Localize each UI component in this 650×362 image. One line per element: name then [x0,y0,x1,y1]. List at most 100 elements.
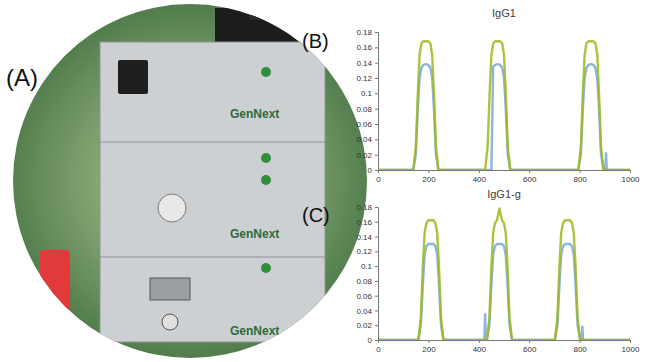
panel-label: (B) [302,30,329,52]
tick-label: 1000 [622,345,640,354]
tick-label: 600 [523,345,537,354]
tick: 400 [473,340,487,354]
tick-label: 0.12 [356,74,372,83]
tick-label: 200 [422,175,436,184]
tick-mark [375,63,378,64]
tick: 400 [473,170,487,184]
tick-label: 0.04 [356,135,372,144]
indicator-light [261,263,271,273]
tick-label: 0.18 [356,28,372,37]
tick-label: 0.08 [356,105,372,114]
tick: 0.14 [356,233,378,242]
tick-label: 400 [473,175,487,184]
tick-label: 0.1 [361,89,373,98]
tick-label: 0.06 [356,292,372,301]
axis-line [375,33,379,171]
tick-mark [375,266,378,267]
tick-mark [375,325,378,326]
tick-mark [479,170,480,173]
tick-mark [375,310,378,311]
tick: 0.12 [356,74,378,83]
tick-label: 0.1 [361,262,373,271]
instrument-label: GenNext [230,324,279,338]
tick: 0.08 [356,105,378,114]
y-axis: 0 0.02 0.04 0.06 0.08 0.1 0.12 0.14 0.16 0.18 [356,203,378,345]
tick: 0 [376,170,381,184]
tick-mark [375,340,378,341]
tick: 0.02 [356,151,378,160]
tick-mark [375,124,378,125]
tick-label: 0 [368,166,373,175]
instrument-seam [100,257,325,258]
indicator-light [261,153,271,163]
chart-panel: 0 200 400 600 800 1000 0 0.02 0.04 0.06 0.08 0.1 0.1… [302,7,640,184]
tick-mark [529,170,530,173]
series-line [378,244,630,340]
instrument-body [100,42,325,342]
tick-label: 0.14 [356,233,372,242]
tick-label: 0 [376,345,381,354]
tick-label: 0.02 [356,321,372,330]
tick: 0.18 [356,28,378,37]
indicator-light [261,67,271,77]
tick-mark [375,155,378,156]
tick-mark [580,340,581,343]
x-axis: 0 200 400 600 800 1000 [376,170,640,184]
tick: 0.16 [356,218,378,227]
tick-label: 0.14 [356,59,372,68]
instrument-valve [158,194,186,222]
tick-mark [428,170,429,173]
tick-label: 0.08 [356,277,372,286]
tick: 600 [523,170,537,184]
tick: 0.02 [356,321,378,330]
tick-mark [375,109,378,110]
axis-line [379,171,631,174]
instrument-port [118,60,148,94]
tick-label: 1000 [622,175,640,184]
y-axis: 0 0.02 0.04 0.06 0.08 0.1 0.12 0.14 0.16 0.18 [356,28,378,175]
chart-panel: 0 200 400 600 800 1000 0 0.02 0.04 0.06 0.08 0.1 0.1… [302,188,640,354]
tick-mark [375,47,378,48]
series-line [378,208,630,340]
tick: 0 [368,336,378,345]
tick: 200 [422,340,436,354]
tick-mark [375,170,378,171]
instrument-seam [100,142,325,143]
tick: 800 [573,340,587,354]
tick-label: 0.04 [356,307,372,316]
tick: 0.04 [356,307,378,316]
tick-label: 0.18 [356,203,372,212]
tick: 0.1 [361,89,378,98]
tick-label: 0.12 [356,247,372,256]
tick: 800 [573,170,587,184]
axis-line [379,341,631,344]
tick-label: 0.16 [356,218,372,227]
panel-label: (C) [302,204,330,226]
tick-mark [630,170,631,173]
tick-label: 600 [523,175,537,184]
tick-mark [529,340,530,343]
tick: 0.16 [356,43,378,52]
tick: 1000 [622,340,640,354]
tick: 0 [368,166,378,175]
photo-background [0,0,380,362]
plot-lines [378,208,630,340]
tick-label: 0.02 [356,151,372,160]
figure: GenNextGenNextGenNext(A)0200400600800100… [0,0,650,362]
tick: 0.04 [356,135,378,144]
tick: 600 [523,340,537,354]
tick: 0.06 [356,292,378,301]
tick-label: 0.06 [356,120,372,129]
tick-mark [375,251,378,252]
tick-label: 0 [368,336,373,345]
tick-mark [375,222,378,223]
instrument-label: GenNext [230,227,279,241]
tick: 0.14 [356,59,378,68]
axis-line [375,208,379,341]
tick-mark [375,93,378,94]
tick-mark [375,207,378,208]
tick-mark [375,281,378,282]
chart-title: IgG1-g [487,188,521,200]
tick-mark [580,170,581,173]
tick-mark [375,139,378,140]
